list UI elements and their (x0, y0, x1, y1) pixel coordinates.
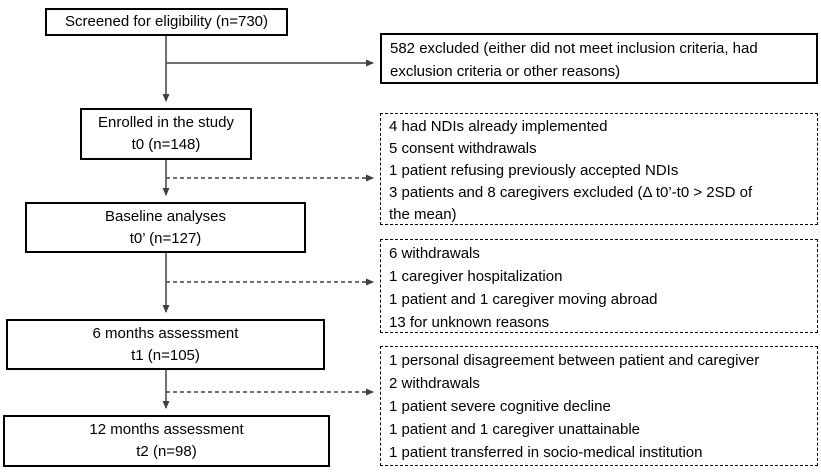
reason-item: 1 patient and 1 caregiver moving abroad (389, 291, 658, 308)
reason-item: 6 withdrawals (389, 245, 480, 262)
box-baseline-count: t0’ (n=127) (129, 229, 202, 247)
reason-item: 1 patient severe cognitive decline (389, 398, 611, 415)
box-twelve-months-count: t2 (n=98) (136, 443, 197, 460)
reason-item: 2 withdrawals (389, 375, 480, 392)
reason-item: 1 patient refusing previously accepted N… (389, 162, 679, 179)
reason-item: 5 consent withdrawals (389, 140, 537, 157)
box-enrolled-count: t0 (n=148) (131, 136, 201, 153)
reason-item: 1 personal disagreement between patient … (389, 352, 760, 369)
reason-item: the mean) (389, 206, 457, 223)
box-reasons-t1: 6 withdrawals 1 caregiver hospitalizatio… (380, 239, 818, 333)
reason-item: 1 patient transferred in socio-medical i… (389, 444, 703, 461)
box-six-months: 6 months assessment t1 (n=105) (6, 319, 325, 370)
box-screened-text: Screened for eligibility (n=730) (64, 13, 269, 30)
box-six-months-title: 6 months assessment (92, 324, 239, 342)
box-reasons-t0: 4 had NDIs already implemented 5 consent… (380, 113, 818, 225)
box-baseline-title: Baseline analyses (105, 207, 226, 225)
excluded-line: 582 excluded (either did not meet inclus… (390, 40, 758, 57)
box-twelve-months-title: 12 months assessment (89, 421, 244, 438)
box-enrolled-title: Enrolled in the study (98, 114, 234, 131)
box-screened: Screened for eligibility (n=730) (45, 8, 288, 36)
box-twelve-months: 12 months assessment t2 (n=98) (3, 415, 330, 467)
box-baseline: Baseline analyses t0’ (n=127) (25, 202, 306, 253)
reason-item: 4 had NDIs already implemented (389, 118, 608, 135)
box-enrolled: Enrolled in the study t0 (n=148) (80, 108, 252, 160)
box-reasons-t2: 1 personal disagreement between patient … (380, 346, 818, 466)
reason-item: 1 patient and 1 caregiver unattainable (389, 421, 641, 438)
box-excluded: 582 excluded (either did not meet inclus… (380, 33, 818, 84)
reason-item: 1 caregiver hospitalization (389, 268, 563, 285)
reason-item: 13 for unknown reasons (389, 314, 550, 331)
reason-item: 3 patients and 8 caregivers excluded (Δ … (389, 184, 753, 201)
box-six-months-count: t1 (n=105) (131, 346, 200, 364)
excluded-line: exclusion criteria or other reasons) (390, 63, 621, 80)
